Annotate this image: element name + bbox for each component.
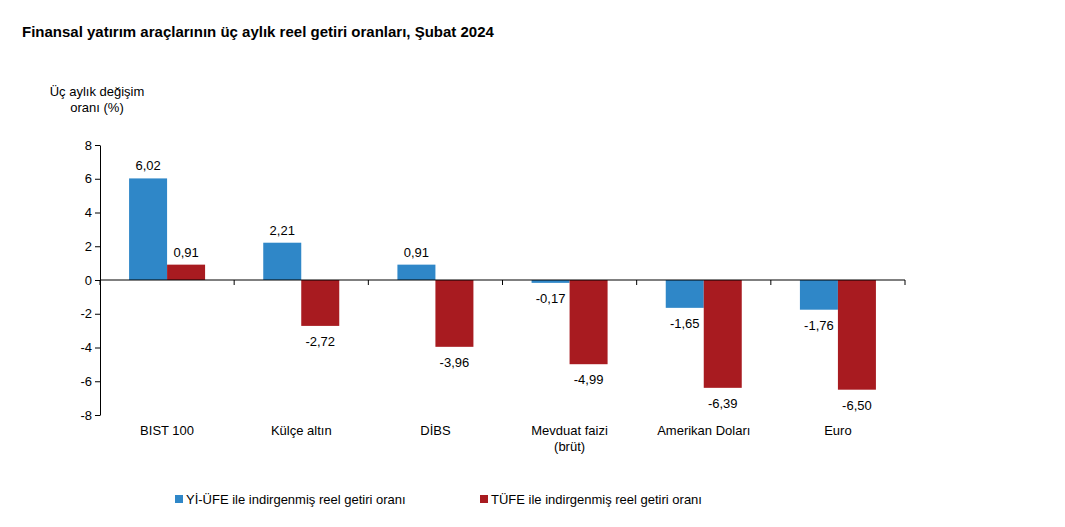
x-tick: BIST 100 [140,423,194,438]
legend-swatch [480,495,488,503]
y-tick-label: -8 [80,408,92,423]
legend-swatch [175,495,183,503]
data-label: -4,99 [574,372,604,387]
x-tick-label: DİBS [420,423,451,438]
category-separator [234,280,235,285]
data-label: -0,17 [536,291,566,306]
bar [129,178,167,280]
x-tick-label: Mevduat faizi(brüt) [531,423,608,454]
legend-label: TÜFE ile indirgenmiş reel getiri oranı [491,492,702,507]
legend-label: Yİ-ÜFE ile indirgenmiş reel getiri oranı [186,492,406,507]
data-label: 6,02 [135,158,160,173]
y-tick-mark [95,415,100,416]
y-tick-label: -6 [80,374,92,389]
data-labels: 6,02 2,21 0,91 -0,17 -1,65 -1,76 0,91 -2,72 -3,9… [135,158,871,412]
y-tick: 0 [85,273,100,288]
legend: Yİ-ÜFE ile indirgenmiş reel getiri oranı… [175,492,702,507]
category-separator [368,280,369,285]
category-separator [502,280,503,285]
y-tick-mark [95,314,100,315]
data-label: -6,39 [708,396,738,411]
data-label: 0,91 [173,245,198,260]
y-axis: -8 -6 -4 -2 0 2 4 6 8 [80,138,100,423]
title: Finansal yatırım araçlarının üç aylık re… [22,23,495,40]
y-tick: 6 [85,171,100,186]
category-separator [636,280,637,285]
data-label: -6,50 [842,398,872,413]
bar [167,265,205,280]
data-label: -1,76 [804,318,834,333]
bar [397,265,435,280]
y-axis-title: Üç aylık değişimoranı (%) [50,84,145,115]
bar [704,280,742,388]
y-tick-label: -4 [80,340,92,355]
data-label: -2,72 [305,334,335,349]
x-tick: Euro [824,423,851,438]
bar [263,243,301,280]
y-tick: -6 [80,374,100,389]
x-tick-label: BIST 100 [140,423,194,438]
category-separator [100,280,101,285]
bar [800,280,838,310]
y-tick-label: 8 [85,138,92,153]
y-tick: 8 [85,138,100,153]
zero-line-group [100,280,905,285]
bar [435,280,473,347]
category-separator [905,280,906,285]
y-tick: -8 [80,408,100,423]
y-tick: -4 [80,340,100,355]
y-tick-mark [95,348,100,349]
x-axis: BIST 100 Külçe altın DİBS Mevduat faizi(brü… [140,423,852,454]
y-tick-label: 2 [85,239,92,254]
data-label: 0,91 [404,245,429,260]
y-tick: 2 [85,239,100,254]
y-tick-mark [95,179,100,180]
y-tick: -2 [80,306,100,321]
x-tick-label: Amerikan Doları [657,423,750,438]
x-tick-label: Euro [824,423,851,438]
y-tick-label: 6 [85,171,92,186]
legend-item: Yİ-ÜFE ile indirgenmiş reel getiri oranı [175,492,406,507]
y-tick-mark [95,213,100,214]
x-tick: DİBS [420,423,451,438]
bars [129,178,876,389]
data-label: 2,21 [270,223,295,238]
x-tick-label: Külçe altın [271,423,332,438]
y-tick-mark [95,280,100,281]
y-tick-label: 0 [85,273,92,288]
y-tick-label: 4 [85,205,92,220]
bar [666,280,704,308]
data-label: -1,65 [670,316,700,331]
x-tick: Mevduat faizi(brüt) [531,423,608,454]
y-tick: 4 [85,205,100,220]
bar [838,280,876,390]
y-tick-mark [95,381,100,382]
x-tick: Amerikan Doları [657,423,750,438]
x-tick: Külçe altın [271,423,332,438]
data-label: -3,96 [440,355,470,370]
bar [301,280,339,326]
y-tick-mark [95,145,100,146]
y-tick-label: -2 [80,306,92,321]
y-tick-mark [95,246,100,247]
chart: Finansal yatırım araçlarının üç aylık re… [0,0,1065,527]
category-separator [770,280,771,285]
legend-item: TÜFE ile indirgenmiş reel getiri oranı [480,492,702,507]
bar [570,280,608,364]
